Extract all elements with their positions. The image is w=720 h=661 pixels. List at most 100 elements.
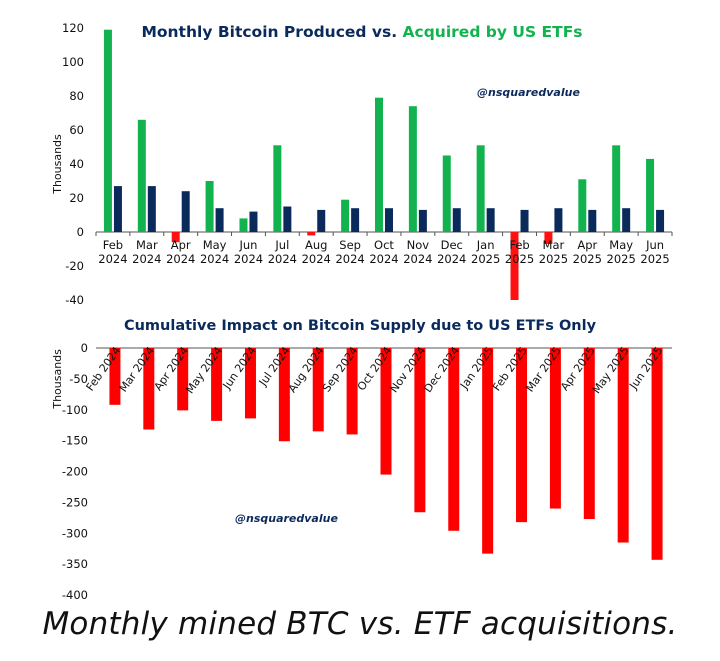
bottom-chart-title: Cumulative Impact on Bitcoin Supply due … (124, 318, 597, 334)
top-x-tick-label: Sep 2024 (335, 238, 364, 266)
top-chart: Monthly Bitcoin Produced vs. Acquired by… (51, 21, 673, 307)
top-x-tick-label: Apr 2024 (166, 238, 195, 266)
top-x-tick-month: Jun (238, 238, 257, 252)
figure-caption: Monthly mined BTC vs. ETF acquisitions. (42, 606, 678, 642)
top-x-tick-month: Dec (441, 238, 463, 252)
acquired-bar (510, 232, 519, 300)
top-x-tick-label: Mar 2024 (132, 238, 161, 266)
top-x-tick-month: Apr (171, 238, 191, 252)
acquired-bar (205, 181, 214, 232)
cumulative-bar (346, 348, 358, 435)
produced-bar (147, 186, 156, 232)
produced-bar (317, 209, 326, 232)
top-x-tick-month: May (203, 238, 227, 252)
top-x-tick-label: May 2025 (607, 238, 636, 266)
top-x-tick-month: Jun (645, 238, 664, 252)
produced-bar (215, 208, 224, 232)
top-x-tick-month: Nov (407, 238, 430, 252)
cumulative-bar (380, 348, 392, 475)
top-x-tick-year: 2025 (471, 252, 500, 266)
produced-bar (351, 208, 360, 232)
top-x-tick-year: 2025 (573, 252, 602, 266)
top-y-tick-label: 120 (62, 21, 84, 35)
bottom-y-tick-label: -400 (62, 588, 88, 602)
acquired-bar (171, 232, 180, 243)
top-x-tick-year: 2025 (539, 252, 568, 266)
top-x-tick-year: 2024 (234, 252, 263, 266)
cumulative-bar (244, 348, 256, 419)
top-chart-title-part1: Monthly Bitcoin Produced vs. (141, 23, 402, 41)
cumulative-bar (109, 348, 121, 405)
top-y-tick-label: 0 (77, 225, 84, 239)
top-x-tick-label: Feb 2024 (98, 238, 127, 266)
top-x-tick-year: 2024 (98, 252, 127, 266)
top-x-tick-year: 2025 (505, 252, 534, 266)
top-chart-ylabel: Thousands (51, 134, 64, 195)
top-watermark: @nsquaredvalue (477, 86, 580, 99)
top-x-tick-year: 2024 (437, 252, 466, 266)
cumulative-bar (312, 348, 324, 432)
cumulative-bar (211, 348, 223, 421)
bottom-chart-ylabel: Thousands (51, 349, 64, 410)
top-x-tick-year: 2024 (302, 252, 331, 266)
acquired-bar (612, 145, 621, 232)
cumulative-bar (482, 348, 494, 554)
cumulative-bar (143, 348, 155, 430)
top-x-tick-month: Aug (305, 238, 327, 252)
top-y-tick-label: -40 (65, 293, 84, 307)
top-x-tick-month: Apr (577, 238, 597, 252)
acquired-bar (375, 97, 383, 232)
top-x-tick-label: Apr 2025 (573, 238, 602, 266)
acquired-bar (442, 155, 451, 232)
cumulative-bar (448, 348, 460, 531)
top-x-tick-label: Aug 2024 (302, 238, 331, 266)
top-chart-title: Monthly Bitcoin Produced vs. Acquired by… (141, 23, 582, 41)
top-x-tick-label: Nov 2024 (403, 238, 432, 266)
top-x-tick-year: 2025 (607, 252, 636, 266)
produced-bar (554, 208, 563, 232)
acquired-bar (341, 199, 350, 232)
bottom-y-tick-label: -300 (62, 526, 88, 540)
top-x-tick-label: Dec 2024 (437, 238, 466, 266)
cumulative-bar (583, 348, 595, 520)
produced-bar (385, 208, 393, 232)
produced-bar (656, 209, 665, 232)
top-x-tick-year: 2024 (335, 252, 364, 266)
top-x-tick-month: Oct (374, 238, 394, 252)
top-x-tick-year: 2024 (268, 252, 297, 266)
bottom-y-tick-label: -150 (62, 434, 88, 448)
top-x-tick-year: 2024 (132, 252, 161, 266)
acquired-bar (544, 232, 553, 244)
cumulative-bar (651, 348, 663, 560)
produced-bar (486, 208, 495, 232)
produced-bar (588, 209, 597, 232)
bottom-y-tick-label: -250 (62, 495, 88, 509)
produced-bar (283, 206, 292, 232)
cumulative-bar (278, 348, 290, 442)
produced-bar (181, 191, 190, 232)
acquired-bar (646, 158, 655, 232)
bottom-y-tick-label: -100 (62, 403, 88, 417)
top-x-tick-year: 2024 (369, 252, 398, 266)
cumulative-bar (617, 348, 629, 543)
cumulative-bar (549, 348, 561, 509)
top-x-tick-label: May 2024 (200, 238, 229, 266)
bottom-y-tick-label: -350 (62, 557, 88, 571)
top-x-tick-year: 2024 (200, 252, 229, 266)
top-x-tick-month: Feb (103, 238, 123, 252)
top-x-tick-month: May (609, 238, 633, 252)
acquired-bar (578, 179, 587, 232)
top-x-tick-year: 2024 (166, 252, 195, 266)
bottom-y-tick-label: -200 (62, 465, 88, 479)
top-x-tick-year: 2025 (640, 252, 669, 266)
acquired-bar (103, 29, 112, 233)
bottom-chart: Cumulative Impact on Bitcoin Supply due … (51, 318, 672, 602)
top-x-tick-month: Jul (274, 238, 289, 252)
top-x-tick-label: Feb 2025 (505, 238, 534, 266)
acquired-bar (476, 145, 485, 232)
acquired-bar (307, 232, 316, 236)
top-x-tick-year: 2024 (403, 252, 432, 266)
top-x-tick-month: Mar (136, 238, 158, 252)
acquired-bar (273, 145, 282, 232)
